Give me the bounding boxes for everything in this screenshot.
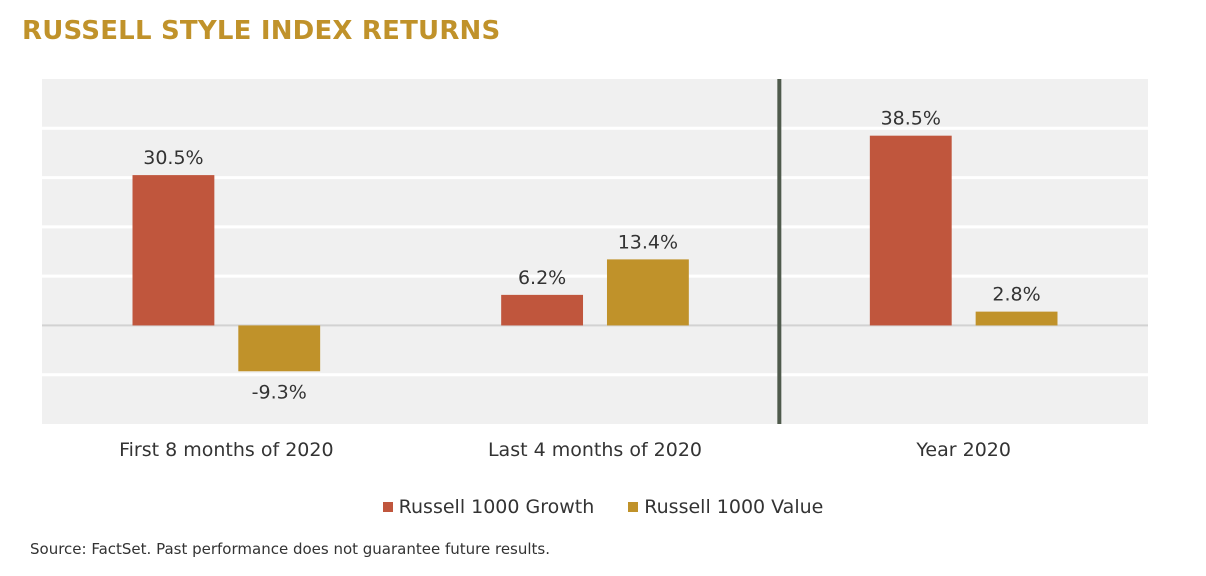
bar (606, 259, 689, 326)
data-label: 2.8% (992, 284, 1040, 306)
data-label: 13.4% (618, 231, 678, 253)
data-label: 38.5% (881, 108, 941, 130)
legend-swatch-growth (382, 502, 393, 512)
chart-title: RUSSELL STYLE INDEX RETURNS (22, 16, 501, 46)
legend: Russell 1000 Growth Russell 1000 Value (0, 496, 1206, 518)
legend-swatch-value (628, 502, 639, 512)
plot-background (42, 79, 1148, 424)
bar (238, 325, 321, 372)
bar (501, 294, 584, 326)
bar-chart: 30.5% -9.3% 6.2% 13.4% 38.5% 2.8% First 8 mon… (42, 79, 1148, 461)
category-labels: First 8 months of 2020 Last 4 months of 2… (119, 439, 1011, 461)
bar (975, 311, 1058, 326)
gridlines (42, 126, 1148, 377)
legend-label-growth: Russell 1000 Growth (398, 496, 595, 518)
source-note: Source: FactSet. Past performance does n… (30, 540, 551, 558)
category-label: Year 2020 (915, 439, 1011, 461)
legend-label-value: Russell 1000 Value (644, 496, 824, 518)
bar (869, 135, 952, 326)
category-label: First 8 months of 2020 (119, 439, 333, 461)
data-label: -9.3% (252, 381, 307, 403)
category-label: Last 4 months of 2020 (488, 439, 702, 461)
data-labels: 30.5% -9.3% 6.2% 13.4% 38.5% 2.8% (143, 108, 1040, 404)
bars (132, 135, 1058, 372)
legend-item-value: Russell 1000 Value (628, 496, 823, 518)
data-label: 30.5% (143, 147, 203, 169)
data-label: 6.2% (518, 267, 566, 289)
bar (132, 175, 215, 326)
legend-item-growth: Russell 1000 Growth (382, 496, 595, 518)
